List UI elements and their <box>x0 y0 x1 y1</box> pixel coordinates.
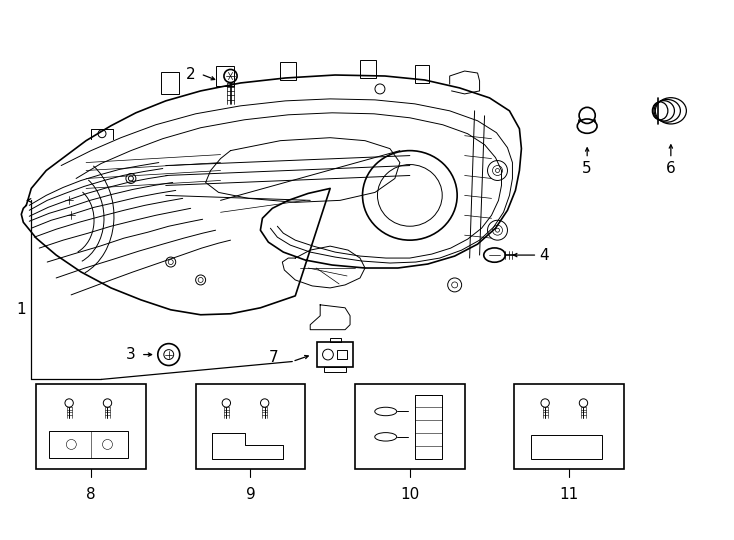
Bar <box>36 384 146 469</box>
Text: 6: 6 <box>666 160 676 176</box>
Text: 8: 8 <box>86 487 96 502</box>
Bar <box>415 65 429 83</box>
Bar <box>515 384 624 469</box>
Bar <box>337 349 346 360</box>
Text: 7: 7 <box>269 350 278 365</box>
Text: 1: 1 <box>16 302 26 318</box>
Bar <box>161 72 178 94</box>
Text: 9: 9 <box>246 487 255 502</box>
Text: 10: 10 <box>400 487 419 502</box>
Bar <box>330 339 341 342</box>
Bar <box>216 66 233 86</box>
Text: 4: 4 <box>539 247 549 262</box>
Bar <box>415 395 442 459</box>
Text: 3: 3 <box>126 347 136 362</box>
Bar <box>324 367 346 373</box>
Text: 2: 2 <box>186 66 196 82</box>
Bar <box>280 62 297 80</box>
Bar <box>355 384 465 469</box>
Bar <box>360 60 376 78</box>
Text: 5: 5 <box>582 160 592 176</box>
Bar <box>49 431 128 458</box>
Bar <box>196 384 305 469</box>
Bar <box>317 342 353 367</box>
Bar <box>531 435 602 459</box>
Text: 11: 11 <box>559 487 579 502</box>
